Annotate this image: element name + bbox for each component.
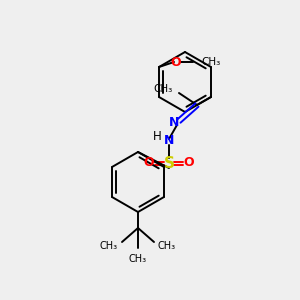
Text: O: O — [184, 157, 194, 169]
Text: CH₃: CH₃ — [158, 241, 176, 251]
Text: O: O — [144, 157, 154, 169]
Text: H: H — [153, 130, 161, 143]
Text: O: O — [171, 56, 181, 68]
Text: N: N — [164, 134, 174, 148]
Text: CH₃: CH₃ — [154, 84, 173, 94]
Text: N: N — [169, 116, 179, 130]
Text: CH₃: CH₃ — [201, 57, 220, 67]
Text: S: S — [164, 155, 175, 170]
Text: CH₃: CH₃ — [100, 241, 118, 251]
Text: CH₃: CH₃ — [129, 254, 147, 264]
